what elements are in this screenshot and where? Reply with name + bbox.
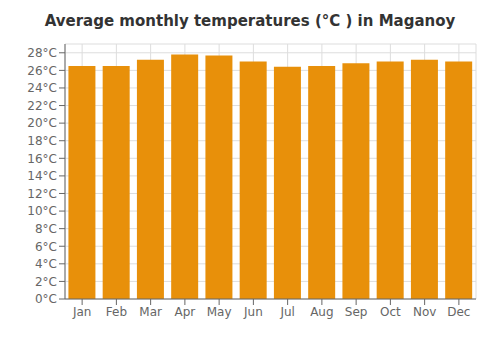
svg-text:Sep: Sep <box>345 305 368 319</box>
svg-text:26°C: 26°C <box>27 64 57 78</box>
svg-text:Jul: Jul <box>279 305 294 319</box>
svg-text:Mar: Mar <box>139 305 162 319</box>
html-text:Average monthly temperatures (: Average monthly temperatures (°C ) in Ma… <box>44 12 456 30</box>
svg-text:8°C: 8°C <box>35 222 57 236</box>
svg-text:16°C: 16°C <box>27 152 57 166</box>
svg-text:Feb: Feb <box>106 305 127 319</box>
svg-text:0°C: 0°C <box>35 292 57 306</box>
svg-text:Oct: Oct <box>380 305 401 319</box>
svg-text:12°C: 12°C <box>27 187 57 201</box>
svg-text:Nov: Nov <box>413 305 436 319</box>
svg-text:Aug: Aug <box>310 305 333 319</box>
svg-text:Jun: Jun <box>243 305 263 319</box>
svg-text:6°C: 6°C <box>35 240 57 254</box>
svg-text:10°C: 10°C <box>27 204 57 218</box>
svg-text:Apr: Apr <box>174 305 195 319</box>
svg-text:28°C: 28°C <box>27 46 57 60</box>
svg-text:18°C: 18°C <box>27 134 57 148</box>
svg-text:Dec: Dec <box>447 305 470 319</box>
svg-text:2°C: 2°C <box>35 275 57 289</box>
svg-text:May: May <box>207 305 232 319</box>
svg-text:20°C: 20°C <box>27 116 57 130</box>
svg-text:24°C: 24°C <box>27 81 57 95</box>
svg-text:Jan: Jan <box>72 305 92 319</box>
svg-text:4°C: 4°C <box>35 257 57 271</box>
svg-text:22°C: 22°C <box>27 99 57 113</box>
svg-text:14°C: 14°C <box>27 169 57 183</box>
